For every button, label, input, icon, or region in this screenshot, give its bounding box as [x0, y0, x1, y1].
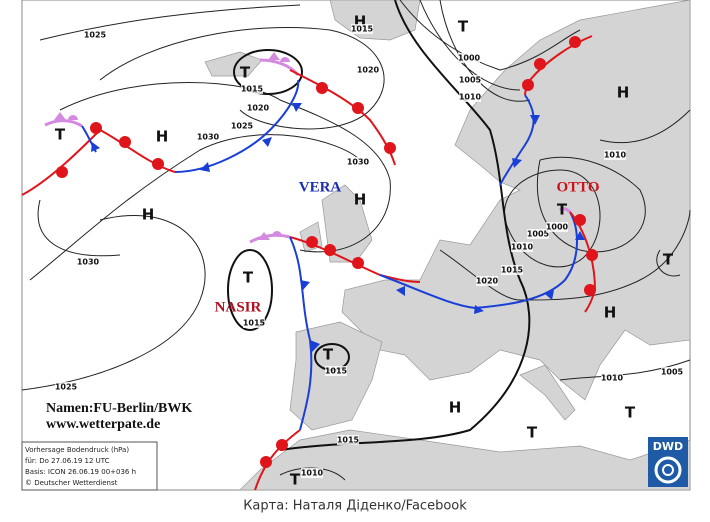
label-bg — [476, 276, 498, 286]
isobar-label: 1010 — [511, 243, 534, 252]
label-bg — [511, 242, 533, 252]
info-frame — [21, 441, 158, 491]
logo-box — [648, 437, 688, 487]
label-bg — [546, 222, 568, 232]
low: T — [240, 64, 251, 82]
isobar-label: 1030 — [347, 158, 370, 167]
isobar-label: 1005 — [527, 230, 550, 239]
low: T — [663, 251, 674, 269]
label-bg — [197, 132, 219, 142]
isobar-label: 1015 — [337, 436, 360, 445]
label-bg — [604, 150, 626, 160]
label-bg — [77, 257, 99, 267]
high: H — [604, 304, 617, 322]
isobar-label: 1025 — [55, 383, 78, 392]
low: T — [243, 269, 254, 287]
isobar-label: 1015 — [325, 367, 348, 376]
label-bg — [231, 121, 253, 131]
pressure-centers: H T T T H H H H T T T H T H T T T — [55, 13, 674, 489]
logo-text: DWD — [653, 440, 683, 453]
high: H — [449, 399, 462, 417]
low: T — [323, 346, 334, 364]
high: H — [354, 191, 367, 209]
front-name: VERA — [299, 179, 342, 195]
isobar-label: 1020 — [357, 66, 380, 75]
label-bg — [527, 229, 549, 239]
isobar-label: 1015 — [241, 85, 264, 94]
high: H — [617, 84, 630, 102]
info-box: Vorhersage Bodendruck (hPa) für: Do 27.0… — [21, 441, 158, 491]
info-line: für: Do 27.06.19 12 UTC — [25, 457, 110, 465]
low: T — [625, 404, 636, 422]
credits: Namen:FU-Berlin/BWK www.wetterpate.de — [46, 401, 192, 432]
label-bg — [661, 367, 683, 377]
isobar-label: 1015 — [243, 319, 266, 328]
isobar-label: 1015 — [351, 25, 374, 34]
label-bg — [458, 53, 480, 63]
label-bg — [347, 157, 369, 167]
isobar-label: 1020 — [247, 104, 270, 113]
info-line: © Deutscher Wetterdienst — [25, 479, 118, 487]
label-bg — [241, 84, 263, 94]
label-bg — [325, 366, 347, 376]
isobar-label: 1030 — [197, 133, 220, 142]
isobar-label: 1020 — [476, 277, 499, 286]
credit: Namen:FU-Berlin/BWK — [46, 401, 192, 416]
isobar-label: 1025 — [84, 31, 107, 40]
label-bg — [601, 373, 623, 383]
isobar-label: 1010 — [459, 93, 482, 102]
front-name: OTTO — [556, 179, 599, 195]
low: T — [55, 126, 66, 144]
caption: Карта: Наталя Діденко/Facebook — [243, 499, 467, 514]
low: T — [557, 201, 568, 219]
label-bg — [459, 75, 481, 85]
label-bg — [84, 30, 106, 40]
low: T — [458, 18, 469, 36]
isobar-label: 1015 — [501, 266, 524, 275]
low: T — [290, 471, 301, 489]
isobar-label: 1000 — [458, 54, 481, 63]
label-bg — [351, 24, 373, 34]
isobar-label: 1005 — [661, 368, 684, 377]
isobar-label: 1025 — [231, 122, 254, 131]
fronts — [21, 35, 598, 491]
high: H — [142, 206, 155, 224]
label-bg — [501, 265, 523, 275]
low: T — [527, 424, 538, 442]
isobar-label: 1010 — [301, 469, 324, 478]
isobar-label: 1030 — [77, 258, 100, 267]
label-bg — [459, 92, 481, 102]
front-name: NASIR — [215, 299, 262, 315]
isobar-labels: 1025101510201015102010251030100010051010… — [55, 24, 684, 478]
isobar-label: 1010 — [601, 374, 624, 383]
label-bg — [357, 65, 379, 75]
high: H — [156, 128, 169, 146]
label-bg — [337, 435, 359, 445]
info-line: Basis: ICON 26.06.19 00+036 h — [25, 468, 136, 476]
label-bg — [247, 103, 269, 113]
credit: www.wetterpate.de — [46, 417, 160, 432]
isobar-label: 1005 — [459, 76, 482, 85]
info-line: Vorhersage Bodendruck (hPa) — [25, 446, 129, 454]
logo-mark — [654, 456, 682, 484]
isobar-label: 1000 — [546, 223, 569, 232]
label-bg — [55, 382, 77, 392]
logo-mark — [662, 464, 674, 476]
dwd-logo: DWD — [648, 437, 688, 487]
label-bg — [243, 318, 265, 328]
front-names: VERA OTTO NASIR — [215, 179, 600, 315]
isobar-label: 1010 — [604, 151, 627, 160]
label-bg — [301, 468, 323, 478]
